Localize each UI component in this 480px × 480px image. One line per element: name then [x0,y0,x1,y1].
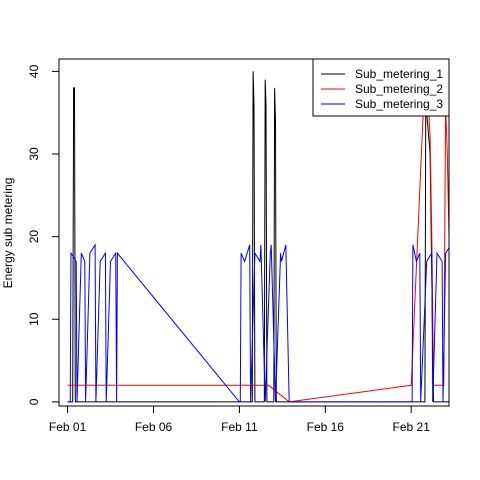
y-tick-label: 20 [27,230,41,244]
y-axis-label: Energy sub metering [1,178,15,289]
legend-entry: Sub_metering_3 [355,97,443,111]
x-tick-label: Feb 01 [49,420,87,434]
y-tick-label: 0 [27,398,41,405]
x-axis: Feb 01 Feb 06 Feb 11 Feb 16 Feb 21 [49,405,431,434]
x-tick-label: Feb 11 [221,420,258,434]
x-tick-label: Feb 06 [135,420,173,434]
y-tick-label: 30 [27,147,41,161]
x-tick-label: Feb 21 [393,420,431,434]
y-tick-label: 10 [27,312,41,326]
y-tick-label: 40 [27,64,41,78]
legend-box [312,58,450,117]
legend-entry: Sub_metering_1 [355,67,443,81]
x-tick-label: Feb 16 [307,420,345,434]
series-line-3 [67,243,449,403]
legend: Sub_metering_1Sub_metering_2Sub_metering… [312,58,450,117]
legend-entry: Sub_metering_2 [355,82,443,96]
y-axis: 0 10 20 30 40 [27,64,60,405]
